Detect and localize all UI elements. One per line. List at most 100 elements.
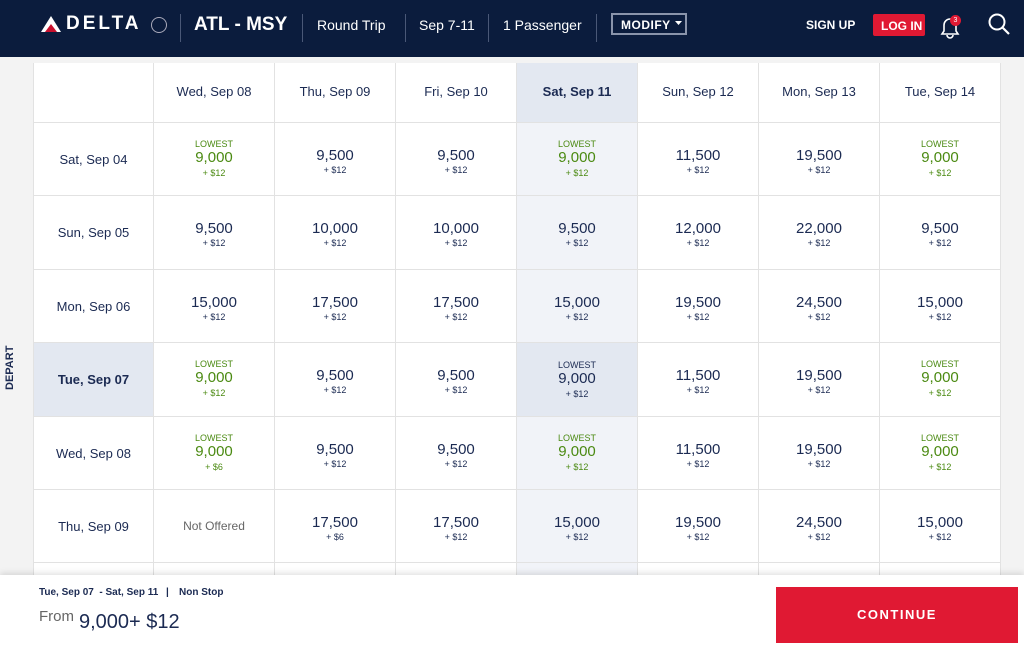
miles: 9,500 bbox=[316, 440, 354, 458]
fare-cell[interactable]: 15,000 + $12 bbox=[880, 269, 1001, 344]
fare-cell[interactable]: 15,000 + $12 bbox=[517, 269, 638, 344]
row-header: Wed, Sep 08 bbox=[33, 416, 154, 490]
lowest-tag: LOWEST bbox=[557, 360, 596, 371]
trip-type[interactable]: Round Trip bbox=[317, 17, 386, 33]
caret bbox=[675, 21, 682, 25]
fare-cell[interactable]: LOWEST 9,000 + $6 bbox=[154, 416, 275, 490]
fare-cell[interactable]: 15,000 + $12 bbox=[154, 269, 275, 344]
fare-cell[interactable]: LOWEST 9,000 + $12 bbox=[154, 343, 275, 417]
fare-cell[interactable]: 17,500 + $12 bbox=[396, 269, 517, 344]
fare-cell[interactable]: 9,500 + $12 bbox=[396, 123, 517, 197]
fare-grid: Wed, Sep 08 Thu, Sep 09 Fri, Sep 10 Sat, Se… bbox=[33, 63, 1001, 637]
fare-cell[interactable]: 9,500 + $12 bbox=[396, 416, 517, 490]
dates[interactable]: Sep 7-11 bbox=[419, 17, 475, 33]
fare-cell[interactable]: LOWEST 9,000 + $12 bbox=[880, 123, 1001, 197]
fee: + $12 bbox=[928, 311, 952, 322]
fare-cell[interactable]: LOWEST 9,000 + $12 bbox=[880, 343, 1001, 417]
fare-cell[interactable]: 17,500 + $6 bbox=[275, 490, 396, 564]
fare-cell[interactable]: 11,500 + $12 bbox=[638, 123, 759, 197]
miles: 11,500 bbox=[675, 440, 721, 458]
fare-cell[interactable]: 11,500 + $12 bbox=[638, 416, 759, 490]
fee: + $12 bbox=[807, 238, 831, 249]
fare-cell[interactable]: 10,000 + $12 bbox=[275, 196, 396, 270]
miles: 17,500 bbox=[433, 293, 479, 311]
search-icon[interactable] bbox=[987, 12, 1011, 36]
fare-cell[interactable]: 9,500 + $12 bbox=[275, 416, 396, 490]
fare-cell[interactable]: 24,500 + $12 bbox=[759, 490, 880, 564]
row-label: Thu, Sep 09 bbox=[58, 519, 129, 534]
fee: + $12 bbox=[323, 165, 347, 175]
fare-cell[interactable]: 9,500 + $12 bbox=[275, 123, 396, 197]
fare-cell[interactable]: 11,500 + $12 bbox=[638, 343, 759, 417]
fare-cell[interactable]: Not Offered bbox=[154, 490, 275, 564]
miles: 15,000 bbox=[917, 514, 963, 531]
fare-cell[interactable]: 24,500 + $12 bbox=[759, 269, 880, 344]
fee: + $12 bbox=[202, 168, 226, 178]
row-header: Sun, Sep 05 bbox=[33, 196, 154, 270]
miles: 15,000 bbox=[917, 293, 963, 311]
fee: + $12 bbox=[565, 311, 589, 322]
miles: 12,000 bbox=[675, 220, 721, 238]
footer: Tue, Sep 07 - Sat, Sep 11 | Non Stop Fro… bbox=[0, 575, 1024, 646]
lowest-tag: LOWEST bbox=[194, 359, 233, 370]
fee: + $12 bbox=[928, 532, 952, 542]
fee: + $12 bbox=[444, 532, 468, 542]
fare-cell[interactable]: LOWEST 9,000 + $12 bbox=[880, 416, 1001, 490]
fee: + $12 bbox=[565, 532, 589, 542]
fee: + $12 bbox=[565, 168, 589, 178]
fare-cell[interactable]: 17,500 + $12 bbox=[275, 269, 396, 344]
passengers[interactable]: 1 Passenger bbox=[503, 17, 582, 33]
fare-cell[interactable]: 9,500 + $12 bbox=[396, 343, 517, 417]
fare-cell[interactable]: 15,000 + $12 bbox=[880, 490, 1001, 564]
column-label: Fri, Sep 10 bbox=[424, 84, 488, 99]
axis-label: DEPART bbox=[4, 345, 16, 390]
miles: 19,500 bbox=[796, 147, 842, 164]
fee: + $12 bbox=[323, 458, 347, 469]
fare-cell[interactable]: 19,500 + $12 bbox=[638, 269, 759, 344]
fare-cell[interactable]: 19,500 + $12 bbox=[638, 490, 759, 564]
miles: 9,500 bbox=[437, 440, 475, 458]
column-label: Sat, Sep 11 bbox=[542, 84, 612, 99]
fare-cell[interactable]: 12,000 + $12 bbox=[638, 196, 759, 270]
column-header: Sat, Sep 11 bbox=[517, 63, 638, 123]
log-in-button[interactable]: LOG IN bbox=[873, 14, 925, 36]
miles: 15,000 bbox=[554, 514, 600, 531]
miles: 10,000 bbox=[433, 220, 479, 238]
fare-cell[interactable]: 9,500 + $12 bbox=[517, 196, 638, 270]
fare-cell[interactable]: LOWEST 9,000 + $12 bbox=[517, 416, 638, 490]
fare-cell[interactable]: 15,000 + $12 bbox=[517, 490, 638, 564]
fee: + $12 bbox=[807, 385, 831, 396]
miles: 11,500 bbox=[675, 367, 721, 385]
fare-cell[interactable]: 19,500 + $12 bbox=[759, 416, 880, 490]
fare-cell[interactable]: LOWEST 9,000 + $12 bbox=[517, 343, 638, 417]
fare-cell[interactable]: 9,500 + $12 bbox=[154, 196, 275, 270]
fee: + $12 bbox=[444, 238, 468, 249]
fee: + $12 bbox=[686, 165, 710, 175]
logo[interactable]: DELTA bbox=[66, 13, 142, 34]
route[interactable]: ATL - MSY bbox=[194, 14, 288, 35]
miles: 15,000 bbox=[191, 293, 237, 311]
fee: + $12 bbox=[928, 238, 952, 249]
fee: + $12 bbox=[323, 238, 347, 249]
divider bbox=[596, 14, 597, 42]
fare-cell[interactable]: 22,000 + $12 bbox=[759, 196, 880, 270]
fare-cell[interactable]: 9,500 + $12 bbox=[880, 196, 1001, 270]
column-label: Mon, Sep 13 bbox=[782, 84, 856, 99]
header: DELTA ATL - MSY Round Trip Sep 7-11 1 Pa… bbox=[0, 0, 1024, 57]
fee: + $12 bbox=[565, 238, 589, 249]
lowest-tag: LOWEST bbox=[920, 139, 959, 149]
fare-cell[interactable]: 9,500 + $12 bbox=[275, 343, 396, 417]
fare-cell[interactable]: 19,500 + $12 bbox=[759, 343, 880, 417]
log-in-label: LOG IN bbox=[881, 19, 923, 33]
miles: 24,500 bbox=[796, 293, 842, 311]
fare-cell[interactable]: 17,500 + $12 bbox=[396, 490, 517, 564]
fare-cell[interactable]: 19,500 + $12 bbox=[759, 123, 880, 197]
fare-cell[interactable]: 10,000 + $12 bbox=[396, 196, 517, 270]
fare-cell[interactable]: LOWEST 9,000 + $12 bbox=[154, 123, 275, 197]
sign-up[interactable]: SIGN UP bbox=[806, 18, 856, 32]
fare-cell[interactable]: LOWEST 9,000 + $12 bbox=[517, 123, 638, 197]
continue-button[interactable]: CONTINUE bbox=[776, 587, 1018, 643]
miles: 15,000 bbox=[554, 293, 600, 311]
modify-button[interactable]: MODIFY bbox=[611, 13, 687, 35]
miles: 11,500 bbox=[675, 147, 721, 164]
